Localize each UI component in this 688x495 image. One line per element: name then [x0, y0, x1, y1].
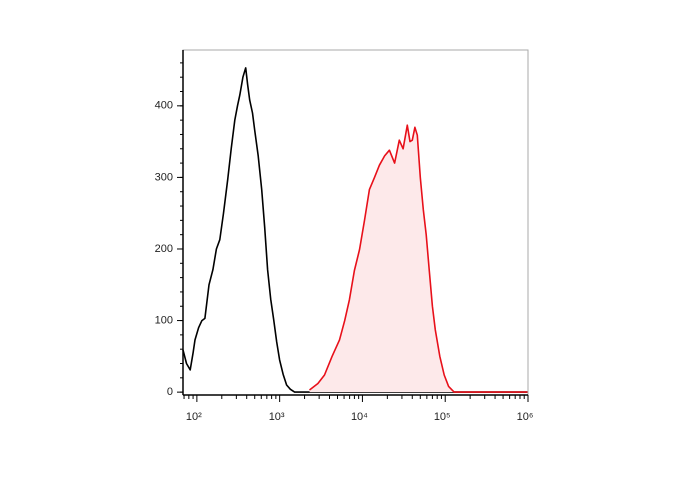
x-tick-label: 10³ — [269, 411, 285, 423]
x-tick-label: 10⁵ — [434, 411, 451, 423]
x-tick-label: 10⁴ — [351, 411, 368, 423]
y-tick-label: 400 — [155, 100, 173, 112]
y-tick-label: 100 — [155, 314, 173, 326]
x-tick-label: 10² — [186, 411, 202, 423]
x-tick-label: 10⁶ — [517, 411, 534, 423]
histogram-line — [182, 67, 528, 393]
y-tick-label: 300 — [155, 171, 173, 183]
y-tick-label: 0 — [167, 386, 173, 398]
histogram-line — [309, 124, 528, 393]
y-tick-label: 200 — [155, 243, 173, 255]
area-fill — [309, 125, 528, 393]
